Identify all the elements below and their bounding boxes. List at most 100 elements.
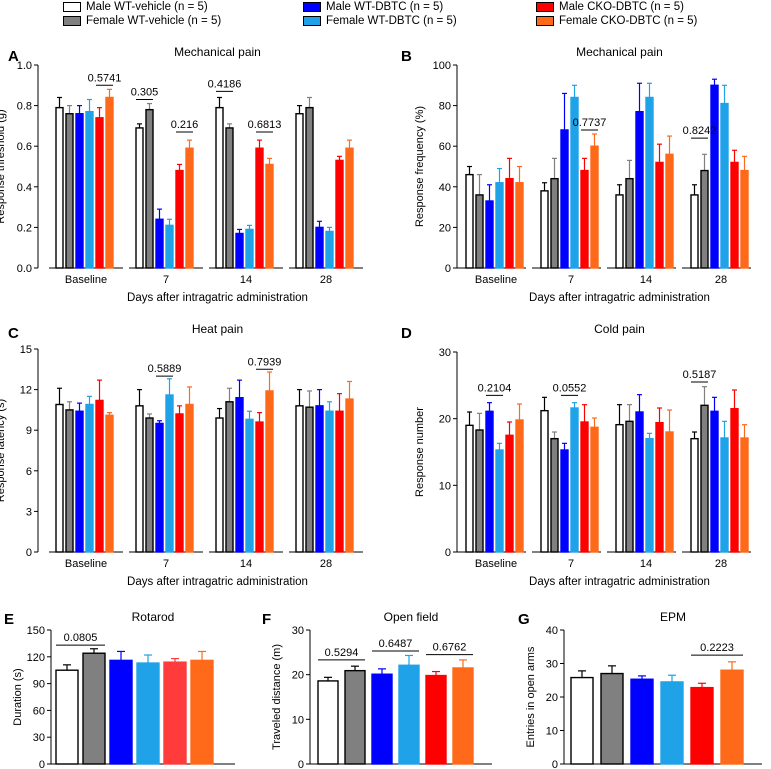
chart-title: Mechanical pain: [174, 45, 261, 59]
bar-male-wt-vehicle: [690, 194, 699, 269]
y-tick-label: 150: [27, 625, 45, 637]
bar-female-wt-vehicle: [65, 113, 74, 269]
x-tick-label: 14: [240, 558, 252, 570]
bar-female-wt-vehicle: [225, 127, 234, 269]
bar-male-wt-dbtc: [710, 84, 719, 269]
bar-male-wt-dbtc: [560, 449, 569, 553]
y-tick-label: 10: [439, 480, 451, 492]
bar-female-wt-dbtc: [165, 394, 174, 553]
bar-male-cko-dbtc: [655, 161, 664, 269]
y-tick-label: 20: [439, 414, 451, 426]
bar-male-wt-vehicle: [465, 424, 474, 553]
x-tick-label: 7: [163, 558, 169, 570]
p-value-label: 0.6487: [379, 638, 413, 650]
x-tick-label: 14: [640, 274, 652, 286]
bar-male-cko-dbtc: [95, 399, 104, 553]
bar-female-wt-vehicle: [145, 417, 154, 553]
y-tick-label: 120: [27, 652, 45, 664]
y-tick-label: 20: [292, 670, 304, 682]
y-tick-label: 0.6: [17, 141, 32, 153]
bar-male-wt-vehicle: [615, 423, 624, 553]
bar-male-wt-dbtc: [635, 411, 644, 553]
y-tick-label: 0: [445, 263, 451, 275]
bar-male-wt-dbtc: [485, 410, 494, 553]
legend-item-female-wt-dbtc: Female WT-DBTC (n = 5): [303, 15, 457, 27]
panel-letter: D: [401, 325, 412, 342]
bar-female-wt-vehicle: [145, 108, 154, 269]
bar-male-wt-dbtc: [485, 200, 494, 269]
y-tick-label: 9: [26, 425, 32, 437]
bar-female-wt-dbtc: [570, 407, 579, 553]
y-tick-label: 30: [33, 732, 45, 744]
bar-female-wt-vehicle: [225, 401, 234, 553]
bar-female-wt-dbtc: [720, 437, 729, 553]
x-tick-label: 7: [163, 274, 169, 286]
p-value-label: 0.6813: [248, 119, 282, 131]
x-tick-label: 7: [568, 274, 574, 286]
y-axis-label: Entries in open arms: [525, 646, 537, 747]
bar-male-cko-dbtc: [163, 661, 187, 765]
p-value-label: 0.2223: [700, 642, 734, 654]
x-axis-label: Days after intragatric administration: [529, 292, 710, 304]
x-tick-label: 28: [715, 558, 727, 570]
bar-male-wt-vehicle: [317, 680, 339, 765]
p-value-label: 0.8242: [683, 125, 717, 137]
bar-female-wt-dbtc: [495, 182, 504, 269]
legend-item-male-wt-dbtc: Male WT-DBTC (n = 5): [303, 1, 443, 13]
bar-male-wt-dbtc: [560, 129, 569, 269]
bar-female-wt-vehicle: [700, 404, 709, 553]
bar-female-wt-dbtc: [325, 410, 334, 553]
bar-male-wt-dbtc: [109, 659, 133, 765]
x-tick-label: 14: [240, 274, 252, 286]
legend-swatch: [303, 15, 321, 26]
bar-female-wt-dbtc: [495, 449, 504, 553]
bar-female-cko-dbtc: [590, 426, 599, 553]
bar-female-wt-vehicle: [65, 409, 74, 553]
y-tick-label: 10: [292, 714, 304, 726]
y-tick-label: 0: [26, 547, 32, 559]
bar-male-wt-dbtc: [315, 405, 324, 553]
bar-male-wt-dbtc: [371, 673, 393, 765]
bar-female-wt-dbtc: [660, 681, 684, 765]
p-value-label: 0.216: [171, 119, 199, 131]
legend-label: Female CKO-DBTC (n = 5): [559, 15, 698, 27]
bar-female-cko-dbtc: [185, 147, 194, 269]
y-tick-label: 80: [439, 101, 451, 113]
bar-male-cko-dbtc: [255, 421, 264, 553]
p-value-label: 0.5889: [148, 363, 182, 375]
p-value-label: 0.5294: [325, 647, 359, 659]
x-tick-label: 7: [568, 558, 574, 570]
x-tick-label: 14: [640, 558, 652, 570]
legend-swatch: [536, 1, 554, 12]
bar-male-cko-dbtc: [730, 161, 739, 269]
bar-female-cko-dbtc: [185, 403, 194, 553]
bar-female-wt-dbtc: [398, 664, 420, 765]
bar-female-cko-dbtc: [515, 419, 524, 553]
p-value-label: 0.6762: [433, 642, 467, 654]
bar-female-wt-vehicle: [475, 429, 484, 553]
bar-male-cko-dbtc: [655, 421, 664, 553]
bar-male-wt-vehicle: [465, 173, 474, 269]
y-tick-label: 10: [546, 726, 558, 738]
p-value-label: 0.5187: [683, 369, 717, 381]
bar-female-cko-dbtc: [265, 390, 274, 553]
bar-male-cko-dbtc: [505, 177, 514, 269]
bar-male-wt-dbtc: [235, 232, 244, 269]
bar-male-cko-dbtc: [175, 413, 184, 553]
bar-female-cko-dbtc: [105, 414, 114, 553]
bar-female-wt-vehicle: [82, 652, 106, 765]
p-value-label: 0.7737: [573, 117, 607, 129]
y-tick-label: 0.2: [17, 222, 32, 234]
bar-female-wt-dbtc: [645, 96, 654, 269]
bar-female-wt-vehicle: [625, 420, 634, 553]
bar-male-cko-dbtc: [335, 159, 344, 269]
legend-item-male-cko-dbtc: Male CKO-DBTC (n = 5): [536, 1, 684, 13]
y-tick-label: 30: [546, 659, 558, 671]
bar-male-wt-dbtc: [315, 226, 324, 269]
bar-male-wt-vehicle: [215, 106, 224, 269]
bar-male-wt-dbtc: [75, 410, 84, 553]
bar-female-wt-dbtc: [720, 102, 729, 269]
bar-male-wt-dbtc: [155, 218, 164, 269]
y-axis-label: Response number: [414, 407, 426, 497]
y-tick-label: 15: [20, 344, 32, 356]
